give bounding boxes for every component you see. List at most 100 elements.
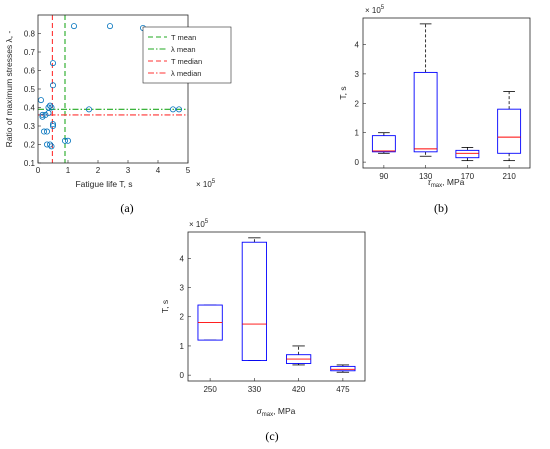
y-tick-labels: 0.1 0.2 0.3 0.4 0.5 0.6 0.7 0.8 [24, 30, 41, 168]
panel-label-b: (b) [434, 201, 448, 215]
x-axis-label: σmax, MPa [257, 406, 296, 418]
scatter-points [38, 23, 182, 150]
x-tick-label: 250 [203, 385, 217, 394]
y-tick-label: 0.5 [24, 85, 36, 94]
y-exponent-label: × 105 [365, 5, 385, 15]
scatter-point [169, 106, 176, 113]
box [371, 135, 396, 153]
scatter-point [48, 104, 55, 111]
panel-label-c: (c) [265, 429, 278, 443]
scatter-point [45, 110, 52, 117]
y-tick-label: 0 [355, 158, 360, 167]
y-tick-label: 0.7 [24, 48, 36, 57]
box-plot-420 [286, 345, 312, 366]
box-plot-330 [241, 237, 267, 361]
x-tick-label: 130 [419, 172, 433, 181]
scatter-point [41, 128, 48, 135]
box [455, 149, 480, 159]
scatter-point [50, 121, 57, 128]
y-tick-label: 2 [180, 313, 185, 322]
y-tick-label: 0 [180, 371, 185, 380]
y-tick-label: 2 [355, 99, 360, 108]
legend-entry: T median [171, 57, 202, 66]
box [413, 71, 438, 153]
scatter-point [39, 113, 46, 120]
y-tick-label: 1 [180, 342, 185, 351]
box-plot-250 [197, 304, 223, 341]
x-tick-label: 475 [336, 385, 350, 394]
y-tick-label: 0.2 [24, 141, 36, 150]
scatter-point [42, 111, 49, 118]
box-plot-475 [330, 364, 356, 373]
legend-box [142, 26, 232, 84]
box-plots [371, 23, 522, 162]
y-tick-label: 0.4 [24, 104, 36, 113]
scatter-point [65, 137, 72, 144]
y-tick-label: 0.1 [24, 159, 36, 168]
scatter-point [50, 82, 57, 89]
y-exponent-label: × 105 [189, 219, 209, 229]
y-tick-label: 3 [180, 284, 185, 293]
x-tick-label: 210 [502, 172, 516, 181]
y-tick-labels: 0 1 2 3 4 [355, 40, 366, 167]
scatter-point [44, 141, 51, 148]
panel-label-a: (a) [120, 201, 133, 215]
x-tick-label: 2 [96, 166, 101, 175]
x-tick-label: 5 [186, 166, 191, 175]
y-tick-label: 0.3 [24, 122, 36, 131]
scatter-point [71, 23, 78, 30]
box-plots [197, 237, 356, 373]
legend: T mean λ mean T median λ median [142, 26, 232, 84]
x-tick-labels: 0 1 2 3 4 5 [36, 160, 191, 175]
y-tick-label: 4 [180, 254, 185, 263]
y-tick-label: 0.8 [24, 30, 36, 39]
plot-frame [362, 17, 531, 169]
scatter-point [107, 23, 114, 30]
scatter-point [44, 128, 51, 135]
x-tick-label: 330 [248, 385, 262, 394]
x-tick-label: 170 [461, 172, 475, 181]
scatter-point [47, 102, 54, 109]
scatter-point [62, 137, 69, 144]
x-tick-labels: 90 130 170 210 [379, 165, 516, 181]
x-tick-label: 0 [36, 166, 41, 175]
legend-entry: λ mean [171, 45, 196, 54]
y-axis-label: Ratio of maximum stresses λ, - [4, 31, 14, 148]
y-tick-label: 4 [355, 40, 360, 49]
y-axis-label: T, s [338, 86, 348, 99]
x-axis-label: Fatigue life T, s [75, 179, 132, 189]
x-tick-labels: 250 330 420 475 [203, 378, 350, 394]
plot-frame [187, 231, 366, 382]
y-tick-label: 1 [355, 129, 360, 138]
panel-a-scatter-chart: 0 1 2 3 4 5 0.1 0.2 0.3 0.4 0.5 0.6 0.7 0.8 Fatigue … [4, 14, 232, 215]
y-tick-label: 3 [355, 70, 360, 79]
scatter-point [86, 106, 93, 113]
box [241, 241, 267, 361]
scatter-point [47, 141, 54, 148]
x-tick-label: 3 [126, 166, 131, 175]
scatter-point [50, 123, 57, 130]
scatter-point [38, 97, 45, 104]
y-tick-labels: 0 1 2 3 4 [180, 254, 191, 380]
y-tick-label: 0.6 [24, 67, 36, 76]
x-tick-label: 90 [379, 172, 388, 181]
x-tick-label: 4 [156, 166, 161, 175]
scatter-point [175, 106, 182, 113]
x-tick-label: 420 [292, 385, 306, 394]
panel-b-box-chart: 90 130 170 210 0 1 2 3 4 τmax, MPa T, s × 105 (… [338, 5, 531, 215]
scatter-point [50, 60, 57, 67]
y-axis-label: T, s [160, 300, 170, 313]
box [330, 365, 356, 372]
box-plot-170 [455, 147, 480, 162]
scatter-point [39, 111, 46, 118]
box-plot-90 [371, 132, 396, 154]
legend-entry: λ median [171, 69, 201, 78]
x-exponent-label: × 105 [196, 179, 216, 189]
x-tick-label: 1 [66, 166, 71, 175]
box-plot-130 [413, 23, 438, 157]
legend-entry: T mean [171, 33, 196, 42]
x-axis-label: τmax, MPa [428, 177, 465, 189]
box [497, 108, 522, 154]
